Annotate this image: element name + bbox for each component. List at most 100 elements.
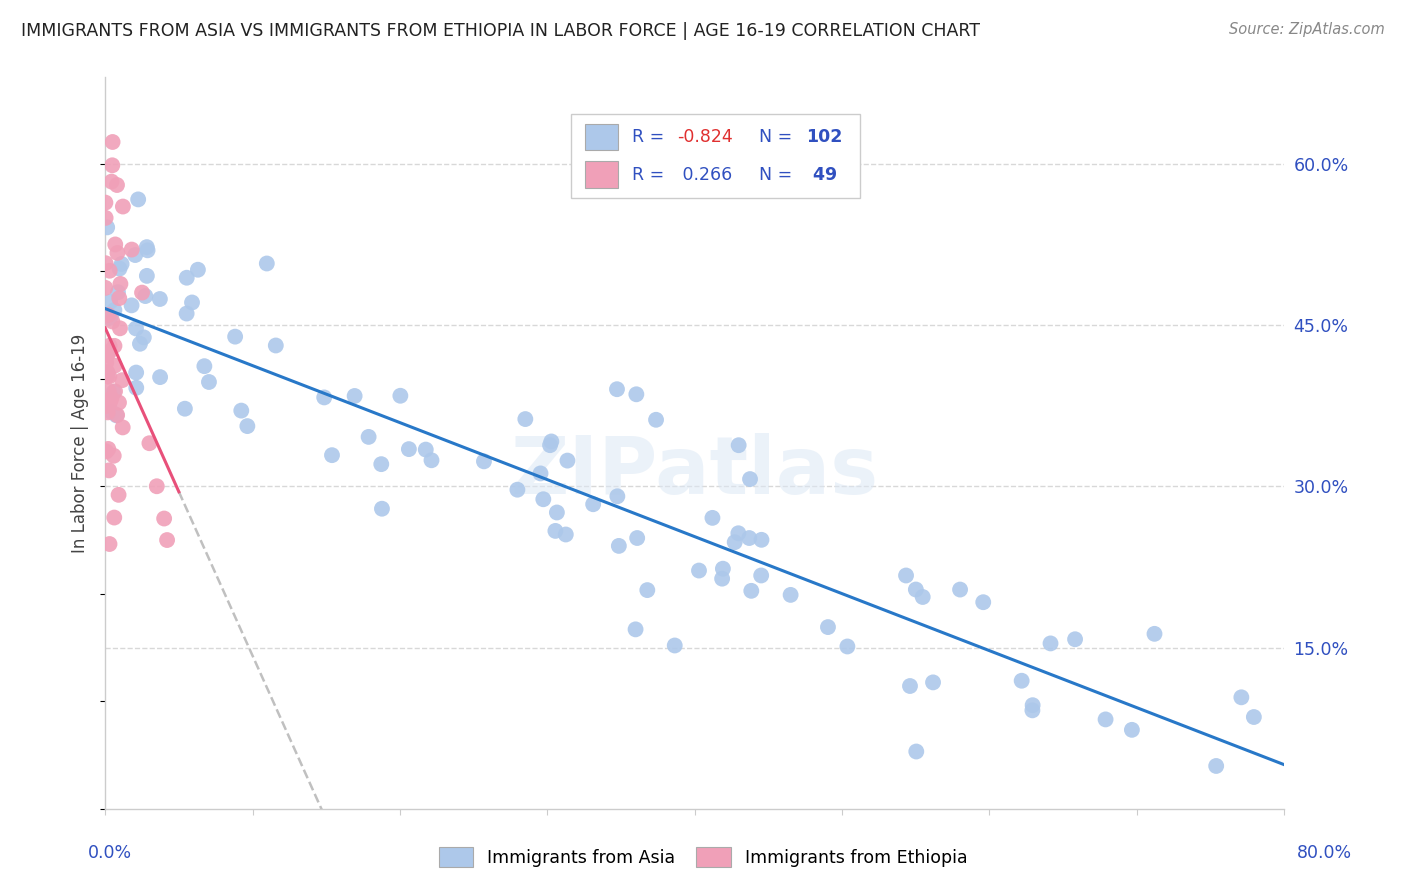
Point	[193, 359, 215, 374]
Point	[105, 408, 128, 422]
Point	[138, 436, 160, 450]
Point	[606, 489, 628, 503]
Point	[108, 395, 131, 409]
Point	[97, 442, 120, 456]
Point	[176, 307, 198, 321]
Point	[107, 488, 129, 502]
Point	[103, 384, 125, 399]
Point	[97, 367, 120, 381]
Point	[111, 200, 134, 214]
Point	[104, 359, 127, 373]
Point	[135, 240, 157, 254]
Point	[231, 403, 253, 417]
Point	[125, 381, 148, 395]
Point	[103, 449, 125, 463]
Point	[96, 220, 118, 235]
Point	[357, 430, 380, 444]
Point	[904, 582, 927, 597]
Point	[740, 583, 762, 598]
Point	[607, 539, 630, 553]
Point	[624, 623, 647, 637]
Text: 49: 49	[807, 166, 837, 184]
Point	[582, 497, 605, 511]
Point	[103, 303, 125, 318]
Point	[727, 526, 749, 541]
Point	[636, 583, 658, 598]
Point	[146, 479, 169, 493]
Point	[97, 308, 120, 322]
Point	[738, 531, 761, 545]
Point	[136, 244, 159, 258]
Point	[98, 339, 121, 353]
Point	[176, 270, 198, 285]
Point	[149, 370, 172, 384]
FancyBboxPatch shape	[585, 124, 617, 150]
Point	[264, 338, 287, 352]
Text: 102: 102	[807, 128, 842, 146]
Y-axis label: In Labor Force | Age 16-19: In Labor Force | Age 16-19	[72, 334, 89, 553]
Point	[105, 409, 128, 423]
Point	[101, 314, 124, 328]
Point	[321, 448, 343, 462]
Point	[124, 248, 146, 262]
Point	[711, 572, 734, 586]
Point	[1143, 627, 1166, 641]
Point	[198, 375, 221, 389]
Point	[515, 412, 537, 426]
Point	[94, 281, 117, 295]
Point	[94, 195, 117, 210]
Point	[664, 639, 686, 653]
Text: N =: N =	[759, 128, 799, 146]
Point	[949, 582, 972, 597]
Point	[101, 158, 124, 172]
Point	[134, 289, 156, 303]
Point	[1121, 723, 1143, 737]
Point	[96, 356, 118, 370]
Point	[98, 344, 121, 359]
Point	[389, 389, 412, 403]
Point	[1011, 673, 1033, 688]
Point	[626, 387, 648, 401]
Point	[98, 369, 121, 384]
Point	[817, 620, 839, 634]
Point	[108, 291, 131, 305]
Point	[121, 298, 143, 312]
Point	[1021, 703, 1043, 717]
Point	[135, 268, 157, 283]
Text: R =: R =	[633, 128, 669, 146]
Point	[96, 369, 118, 384]
Point	[236, 419, 259, 434]
Point	[125, 366, 148, 380]
Point	[98, 294, 121, 309]
Point	[779, 588, 801, 602]
Point	[606, 382, 628, 396]
Text: IMMIGRANTS FROM ASIA VS IMMIGRANTS FROM ETHIOPIA IN LABOR FORCE | AGE 16-19 CORR: IMMIGRANTS FROM ASIA VS IMMIGRANTS FROM …	[21, 22, 980, 40]
Point	[1243, 710, 1265, 724]
Text: R =: R =	[633, 166, 669, 184]
Point	[711, 562, 734, 576]
Point	[751, 533, 773, 547]
Point	[98, 537, 121, 551]
Point	[645, 413, 668, 427]
Point	[131, 285, 153, 300]
Point	[149, 292, 172, 306]
Point	[98, 310, 121, 325]
Point	[894, 568, 917, 582]
Point	[100, 175, 122, 189]
Point	[702, 511, 724, 525]
Point	[101, 405, 124, 419]
Point	[738, 472, 761, 486]
Point	[111, 420, 134, 434]
Point	[1039, 636, 1062, 650]
Point	[94, 256, 117, 270]
Point	[1205, 759, 1227, 773]
Point	[94, 399, 117, 413]
Point	[506, 483, 529, 497]
Point	[111, 257, 134, 271]
Point	[125, 321, 148, 335]
Point	[557, 453, 579, 467]
Point	[111, 373, 134, 387]
Point	[314, 391, 336, 405]
Point	[544, 524, 567, 538]
Point	[108, 261, 131, 276]
